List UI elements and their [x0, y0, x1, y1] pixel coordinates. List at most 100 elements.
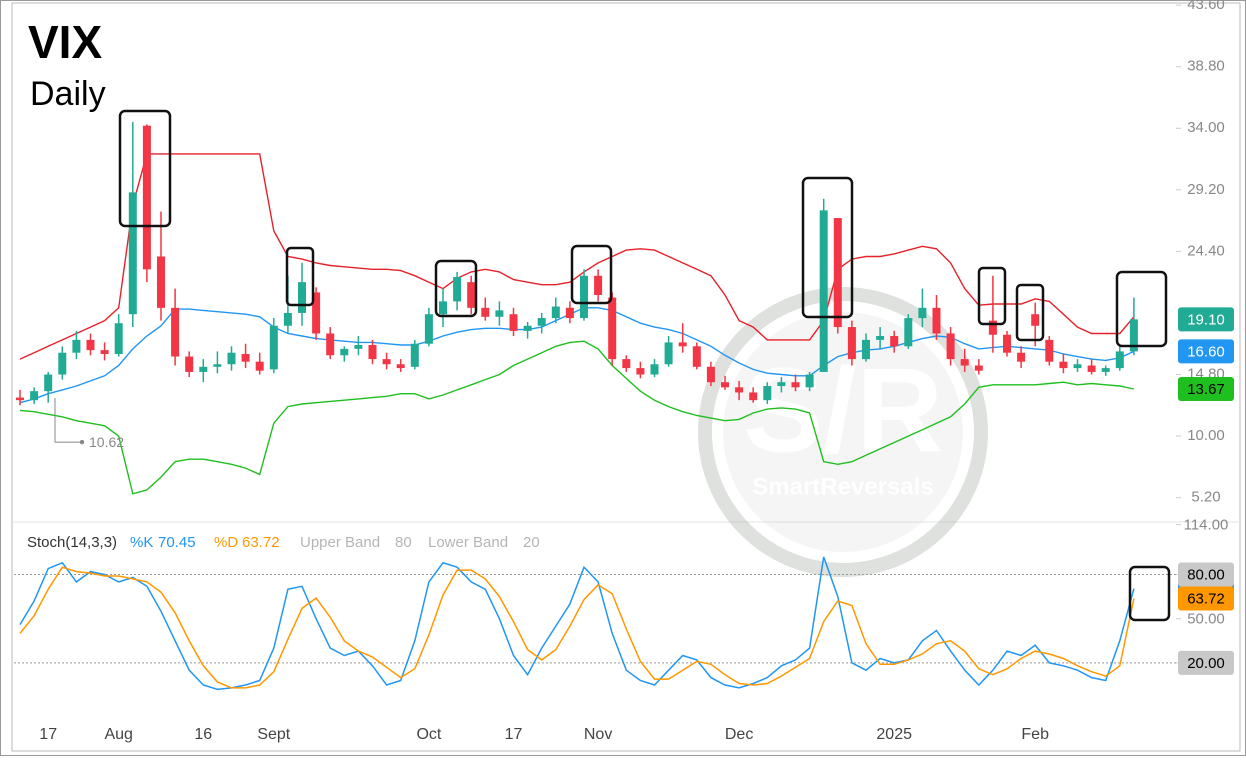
candle-body: [988, 320, 997, 335]
candle-body: [298, 282, 306, 313]
candle-body: [30, 391, 39, 401]
candle-body: [1115, 351, 1124, 369]
watermark-disc: [723, 312, 963, 552]
candle-body: [16, 397, 24, 401]
candle-body: [199, 366, 208, 372]
band-end-label-box: [1178, 339, 1234, 364]
y-tick-label: 34.00: [1187, 119, 1225, 136]
candle-body: [227, 352, 236, 365]
y-tick-label: 10.00: [1187, 427, 1225, 444]
candle-body: [805, 374, 814, 388]
candle-body: [791, 382, 800, 388]
y-tick-label: 43.60: [1187, 0, 1225, 13]
candle-body: [974, 365, 983, 371]
candle-body: [523, 325, 532, 331]
candle-body: [100, 350, 109, 354]
candle-body: [453, 277, 462, 302]
annotation-box: [434, 259, 478, 318]
band-end-label-box: [1178, 376, 1234, 401]
watermark-mark: S/R: [743, 344, 943, 478]
candle-body: [241, 353, 250, 362]
x-tick-label: 16: [194, 726, 212, 743]
watermark-ring: [698, 287, 988, 577]
candle-body: [1073, 364, 1082, 369]
y-tick-label-box: [1178, 650, 1234, 675]
candle-body: [424, 314, 433, 344]
candle-body: [763, 386, 772, 401]
candle-body: [721, 382, 729, 388]
y-tick-label: 50.00: [1187, 611, 1225, 628]
candle-body: [495, 310, 504, 317]
annotation-box: [1115, 270, 1168, 348]
watermark-text: SmartReversals: [752, 473, 933, 500]
candle-body: [368, 345, 377, 360]
candle-body: [580, 275, 588, 319]
candle-body: [509, 314, 518, 331]
band-line: [19, 340, 1135, 495]
candle-body: [1101, 368, 1110, 372]
candle-body: [354, 345, 363, 349]
low-annotation-leader: [54, 398, 82, 443]
candle-body: [678, 342, 687, 347]
y-tick-label: 20.00: [1187, 655, 1225, 672]
series-end-label: 63.72: [1187, 590, 1225, 607]
candle-body: [847, 327, 856, 360]
candle-body: [890, 336, 899, 347]
candle-body: [340, 348, 349, 356]
plot-border: [11, 2, 1241, 752]
candle-body: [86, 339, 95, 351]
candle-body: [706, 366, 715, 383]
annotation-box: [570, 244, 613, 305]
candle-body: [650, 364, 659, 375]
legend-value: 70.45: [158, 534, 196, 551]
x-tick-label: Nov: [584, 726, 612, 743]
candle-body: [608, 297, 617, 360]
candle-body: [1031, 314, 1040, 326]
candle-body: [269, 325, 278, 370]
y-tick-label: 80.00: [1187, 567, 1225, 584]
x-tick-label: 17: [505, 726, 523, 743]
candle-body: [1045, 339, 1054, 362]
candle-body: [58, 352, 67, 375]
candle-body: [819, 210, 828, 372]
candle-body: [1129, 319, 1138, 352]
candle-body: [960, 359, 969, 366]
legend-band-name: Lower Band: [428, 534, 508, 551]
candle-body: [410, 343, 419, 367]
candle-body: [1003, 334, 1011, 353]
candle-body: [537, 318, 546, 326]
y-tick-label: 24.40: [1187, 242, 1225, 259]
candle-body: [142, 125, 151, 270]
legend-band-value: 80: [395, 534, 412, 551]
candle-body: [1017, 352, 1026, 362]
candle-body: [594, 275, 603, 295]
candle-body: [565, 307, 574, 319]
candle-body: [932, 307, 941, 334]
x-tick-label: Aug: [104, 726, 132, 743]
candle-body: [622, 359, 631, 369]
y-tick-label: 38.80: [1187, 58, 1225, 75]
candle-body: [439, 301, 447, 315]
candle-body: [157, 256, 165, 308]
band-line: [19, 153, 1135, 360]
candle-body: [467, 282, 476, 308]
x-tick-label: Feb: [1021, 726, 1049, 743]
low-annotation-dot: [79, 439, 85, 445]
candle-body: [326, 333, 335, 356]
x-tick-label: Oct: [416, 726, 441, 743]
candle-body: [128, 192, 137, 315]
candle-body: [312, 292, 321, 334]
annotation-boxes: [118, 109, 1171, 622]
legend-band-value: 20: [523, 534, 540, 551]
candle-body: [171, 307, 180, 357]
annotation-box: [285, 246, 315, 307]
legend-value: 63.72: [242, 534, 280, 551]
annotation-box: [977, 266, 1007, 326]
candle-body: [283, 312, 292, 326]
x-tick-label: 17: [39, 726, 57, 743]
candle-body: [551, 306, 560, 319]
candle-body: [876, 336, 885, 340]
candle-body: [749, 392, 758, 401]
candle-body: [396, 364, 405, 369]
x-tick-label: 2025: [876, 726, 912, 743]
